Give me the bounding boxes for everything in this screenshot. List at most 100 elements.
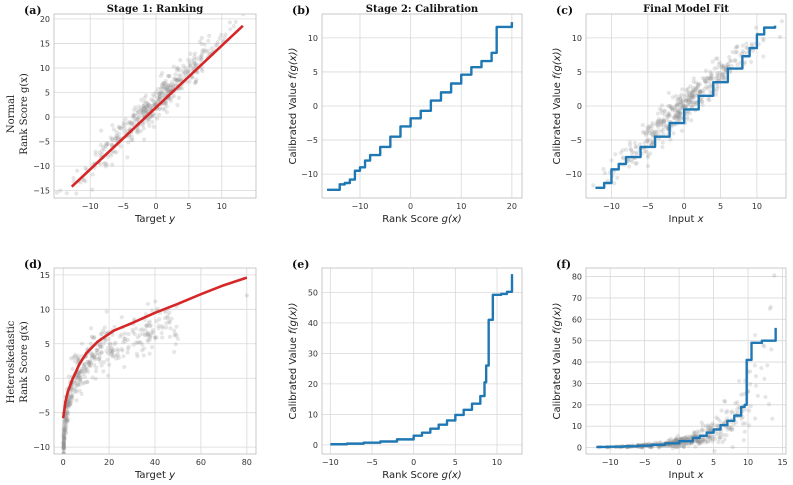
scatter-point (664, 124, 669, 129)
scatter-point (62, 426, 67, 431)
scatter-point (241, 14, 246, 17)
scatter-point (148, 114, 153, 119)
scatter-point (125, 350, 130, 355)
scatter-point (65, 408, 70, 413)
scatter-point (165, 90, 170, 95)
scatter-point (94, 365, 99, 370)
scatter-point (131, 107, 136, 113)
scatter-point (98, 344, 103, 349)
scatter-point (674, 117, 679, 122)
scatter-point (609, 158, 614, 163)
scatter-point (620, 155, 626, 160)
scatter-point (701, 436, 706, 442)
scatter-point (147, 123, 152, 128)
scatter-point (157, 106, 162, 111)
scatter-point (64, 417, 69, 423)
scatter-point (158, 90, 163, 95)
y-tick-label: 30 (572, 379, 582, 388)
scatter-point (74, 398, 79, 403)
scatter-point (162, 80, 167, 85)
scatter-point (187, 79, 192, 84)
scatter-point (63, 420, 68, 425)
x-tick-label: 10 (743, 458, 753, 467)
scatter-point (135, 108, 140, 113)
scatter-point (188, 51, 193, 56)
scatter-point (62, 469, 66, 473)
scatter-point (673, 436, 678, 441)
scatter-point (151, 103, 156, 108)
scatter-point (79, 341, 85, 346)
scatter-point (166, 84, 171, 89)
scatter-point (87, 361, 92, 366)
scatter-point (677, 101, 682, 106)
scatter-point (675, 114, 680, 119)
scatter-point (650, 120, 655, 125)
scatter-point (72, 352, 78, 357)
scatter-point (728, 424, 733, 430)
scatter-point (213, 43, 218, 48)
scatter-point (104, 349, 109, 354)
scatter-point (106, 336, 111, 342)
scatter-point (164, 104, 169, 109)
scatter-point (61, 427, 66, 432)
scatter-point (708, 76, 714, 81)
plot-area (61, 276, 249, 473)
scatter-point (156, 96, 162, 101)
x-tick-label: 20 (507, 202, 517, 211)
y-tick-label: 70 (572, 294, 582, 303)
scatter-point (691, 85, 696, 91)
scatter-point (219, 32, 224, 38)
scatter-point (166, 88, 171, 93)
scatter-point (645, 125, 650, 130)
scatter-point (693, 439, 699, 444)
panel-e: −10 −5 0 5 10 0 10 20 30 40 50 (e) Rank Score g(x) Ca… (288, 258, 523, 481)
scatter-point (634, 161, 639, 166)
scatter-point (666, 111, 671, 116)
scatter-point (77, 369, 82, 374)
scatter-point (143, 323, 149, 328)
scatter-point (145, 106, 150, 111)
scatter-point (90, 375, 95, 380)
scatter-point (145, 331, 150, 337)
scatter-point (202, 47, 207, 53)
scatter-point (70, 396, 75, 401)
panel-label: (b) (292, 4, 310, 17)
scatter-point (707, 98, 712, 103)
scatter-point (67, 395, 72, 401)
scatter-point (687, 93, 692, 98)
scatter-point (762, 376, 767, 381)
scatter-point (101, 341, 106, 346)
scatter-point (152, 335, 158, 340)
scatter-point (61, 431, 66, 436)
y-tick-label: 0 (45, 113, 50, 122)
scatter-point (145, 301, 150, 307)
scatter-point (99, 350, 104, 355)
scatter-point (695, 85, 700, 90)
y-axis-label: Calibrated Value f(g(x)) (552, 48, 563, 165)
scatter-point (131, 113, 136, 118)
scatter-point (729, 63, 734, 69)
scatter-point (744, 41, 749, 46)
panel-label: (c) (556, 4, 573, 17)
scatter-point (78, 376, 84, 381)
scatter-point (76, 372, 81, 377)
scatter-point (80, 367, 86, 372)
scatter-point (80, 381, 86, 386)
scatter-point (71, 355, 76, 360)
scatter-point (148, 323, 153, 328)
series-line (61, 276, 248, 419)
scatter-point (705, 423, 711, 428)
scatter-point (693, 444, 698, 449)
scatter-point (74, 191, 79, 196)
scatter-point (686, 442, 691, 447)
scatter-point (190, 58, 195, 63)
scatter-point (116, 124, 121, 129)
scatter-point (739, 416, 744, 421)
plot-area (330, 274, 514, 446)
scatter-point (61, 443, 66, 448)
scatter-point (62, 419, 67, 424)
scatter-point (62, 435, 67, 440)
scatter-point (72, 386, 78, 391)
scatter-point (689, 118, 694, 123)
scatter-point (140, 123, 145, 128)
